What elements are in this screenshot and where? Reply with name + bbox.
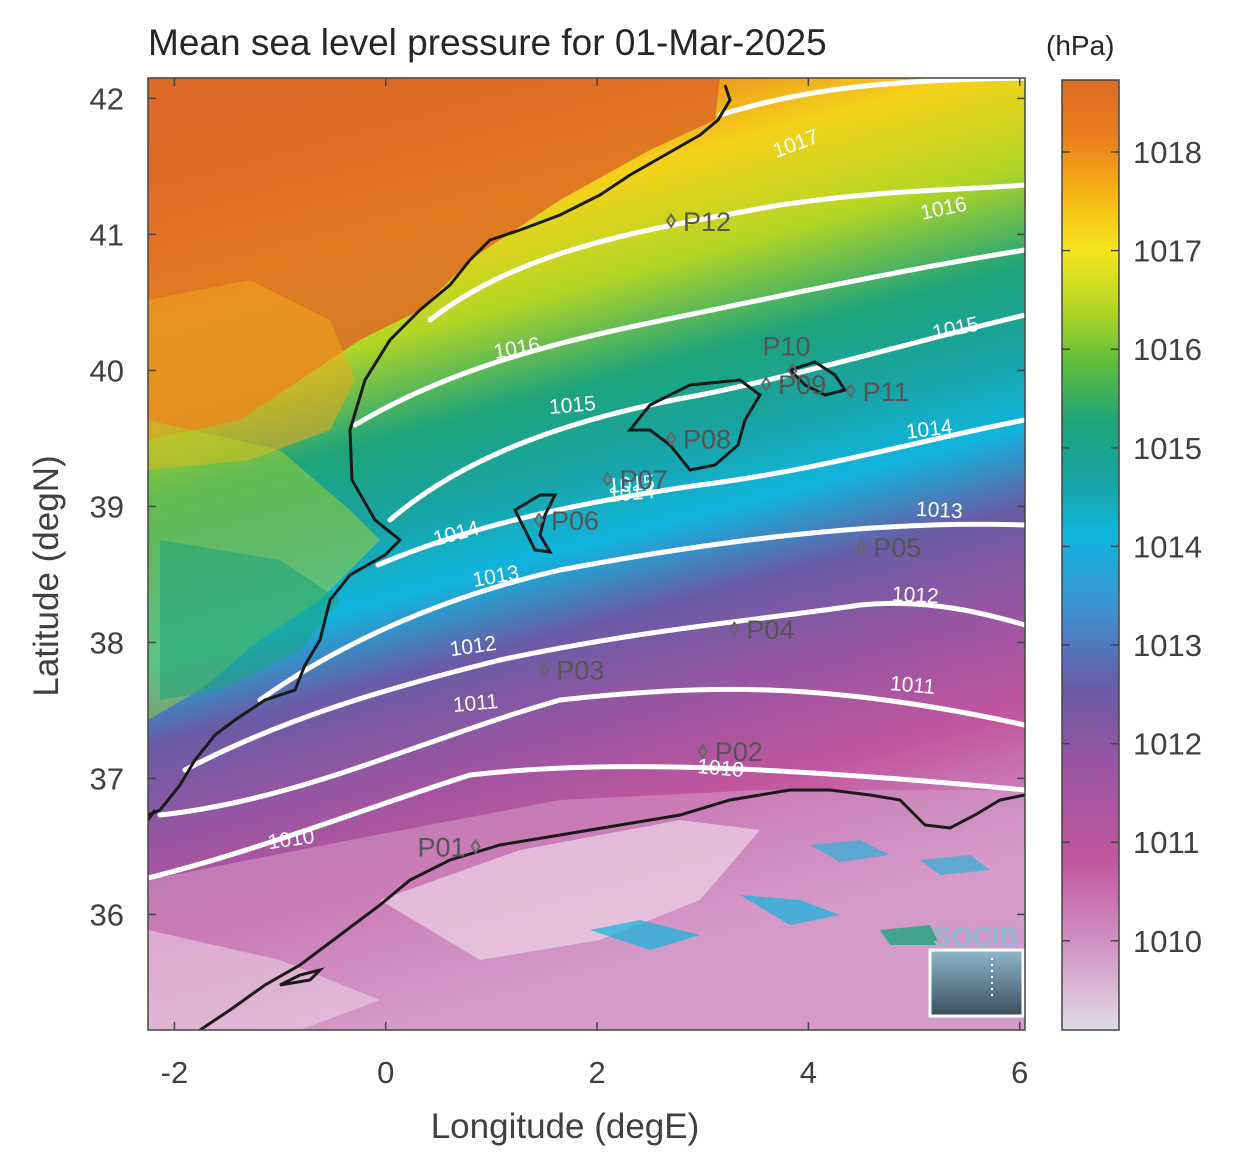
diamond-marker-icon [856, 539, 867, 556]
station-point-p01[interactable]: P01 [418, 832, 481, 862]
station-label: P02 [715, 737, 763, 767]
plot-frame [147, 77, 1026, 1031]
coastline [148, 84, 1025, 1030]
diamond-marker-icon [729, 620, 740, 637]
y-axis: 42 41 40 39 38 37 36 [90, 81, 1025, 932]
y-tick-label: 38 [90, 625, 124, 660]
contour-label: 1011 [452, 690, 499, 717]
station-point-p03[interactable]: P03 [539, 656, 604, 686]
station-points: P01 P02 P03 P04 P05 P06 P07 P08 P09 P10 P11 P12 [418, 207, 922, 863]
station-label: P04 [746, 615, 794, 645]
contour-label: 1013 [915, 498, 963, 523]
station-label: P06 [551, 506, 599, 536]
diamond-marker-icon [760, 376, 772, 392]
colorbar-tick-label: 1011 [1133, 825, 1200, 860]
diamond-marker-icon [697, 743, 708, 760]
station-label: P05 [873, 533, 921, 563]
contour-label: 1015 [548, 392, 597, 419]
x-tick-label: 6 [1011, 1055, 1028, 1090]
y-tick-label: 40 [90, 353, 124, 388]
diamond-marker-icon [845, 382, 856, 399]
station-label: P10 [763, 331, 811, 361]
isobars [148, 78, 1025, 881]
contour-label: 1012 [891, 583, 939, 608]
station-point-p04[interactable]: P04 [729, 615, 794, 645]
station-point-p10[interactable]: P10 [763, 331, 811, 379]
colorbar: 1018 1017 1016 1015 1014 1013 1012 1011 1010 [1061, 79, 1202, 1031]
colorbar-gradient [1061, 79, 1120, 1031]
x-axis: -2 0 2 4 6 [161, 78, 1028, 1090]
x-tick-label: 2 [588, 1055, 605, 1090]
contour-label: 1014 [607, 480, 656, 507]
colorbar-tick-label: 1017 [1133, 234, 1202, 269]
x-axis-label: Longitude (degE) [431, 1107, 700, 1146]
colorbar-tick-label: 1010 [1133, 924, 1202, 959]
station-point-p09[interactable]: P09 [760, 370, 826, 400]
y-axis-label: Latitude (degN) [27, 455, 66, 696]
diamond-marker-icon [539, 661, 550, 678]
contour-label: 1010 [696, 755, 745, 782]
station-point-p11[interactable]: P11 [845, 377, 909, 407]
diamond-marker-icon [665, 212, 677, 229]
station-point-p12[interactable]: P12 [665, 207, 731, 237]
colorbar-unit: (hPa) [1046, 30, 1115, 61]
station-label: P01 [418, 832, 466, 862]
diamond-marker-icon [787, 362, 798, 379]
station-label: P11 [863, 377, 909, 407]
colorbar-tick-label: 1014 [1133, 529, 1202, 564]
socib-logo: SOCIB [928, 922, 1025, 1018]
colorbar-tick-label: 1018 [1133, 135, 1202, 170]
station-point-p06[interactable]: P06 [533, 506, 599, 536]
station-label: P07 [620, 465, 668, 495]
diamond-marker-icon [602, 471, 613, 488]
y-tick-label: 39 [90, 489, 124, 524]
station-label: P09 [778, 370, 826, 400]
colorbar-tick-label: 1015 [1133, 431, 1202, 466]
station-label: P12 [683, 207, 731, 237]
contour-labels: 1017101610161015101510151014101410131013… [266, 125, 981, 854]
colorbar-tick-label: 1013 [1133, 628, 1202, 663]
pressure-field [148, 78, 1025, 1030]
station-point-p07[interactable]: P07 [602, 465, 668, 495]
station-point-p08[interactable]: P08 [665, 424, 731, 454]
colorbar-tick-label: 1016 [1133, 332, 1202, 367]
y-tick-label: 42 [90, 81, 124, 116]
y-tick-label: 36 [90, 897, 124, 932]
diamond-marker-icon [470, 838, 481, 855]
y-tick-label: 41 [90, 217, 124, 252]
colorbar-tick-label: 1012 [1133, 727, 1202, 762]
contour-label: 1011 [889, 672, 936, 699]
diamond-marker-icon [533, 512, 545, 528]
contour-label: 1015 [607, 471, 656, 498]
x-tick-label: -2 [161, 1055, 189, 1090]
x-tick-label: 0 [377, 1055, 394, 1090]
station-label: P08 [683, 424, 731, 454]
y-tick-label: 37 [90, 761, 124, 796]
contour-label: 1014 [905, 415, 954, 444]
diamond-marker-icon [665, 430, 677, 447]
station-label: P03 [556, 656, 604, 686]
station-point-p02[interactable]: P02 [697, 737, 763, 767]
map-title: Mean sea level pressure for 01-Mar-2025 [148, 22, 827, 63]
socib-logo-text: SOCIB [933, 922, 1019, 952]
x-tick-label: 4 [800, 1055, 817, 1090]
station-point-p05[interactable]: P05 [856, 533, 921, 563]
